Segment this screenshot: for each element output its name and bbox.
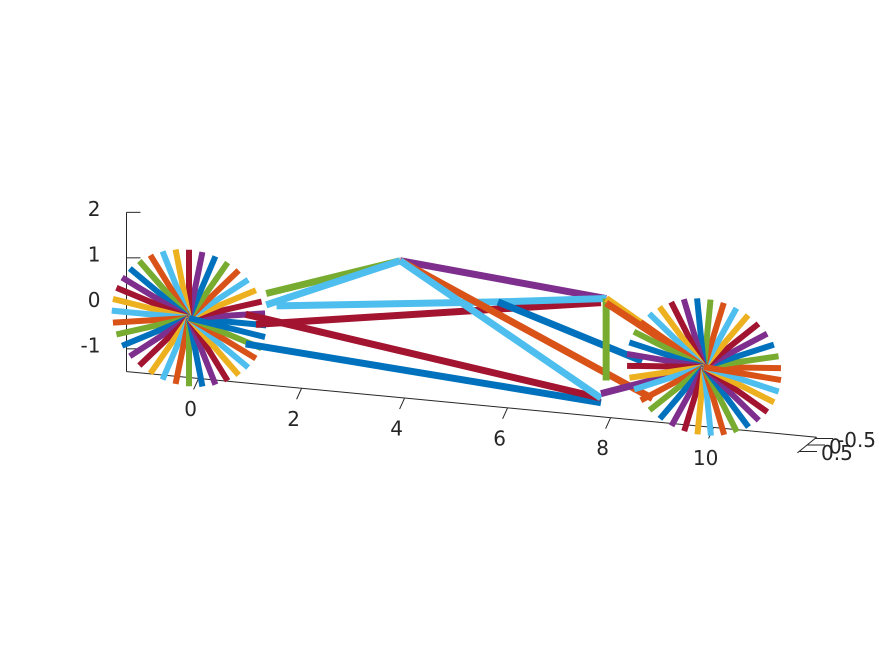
x-tick-label: 6 [493,426,506,450]
x-tick-label: 2 [287,407,300,431]
frame-bar [399,257,607,302]
x-tick-label: 0 [184,397,197,421]
frame-bar [398,257,603,402]
x-tick-mark [296,388,303,400]
frame-bar [244,310,602,402]
frame-bar [496,298,644,365]
z-tick-label: 2 [88,197,101,221]
front-wheel [111,248,267,388]
x-axis-line [126,371,817,438]
x-tick-label: 8 [596,436,609,460]
y-tick-label: 0.5 [821,441,853,465]
rear-wheel [626,298,782,436]
frame-bar [398,257,655,402]
z-tick-label: 1 [88,242,101,266]
z-tick-label: -1 [81,333,101,357]
x-tick-mark [193,378,200,390]
y-tick-label: -0.5 [837,428,875,452]
frame-bar [497,295,607,306]
x-tick-mark [399,397,406,410]
frame-bar [245,340,602,407]
y-tick-label: 0 [829,435,842,459]
wheel-spoke [188,315,266,340]
x-tick-label: 4 [390,417,403,441]
x-tick-mark [502,407,509,420]
x-tick-label: 10 [693,446,718,470]
frame-bar [255,299,602,328]
z-tick-label: 0 [88,288,101,312]
frame-bar [265,257,402,309]
bike-frame [244,257,707,407]
wheel-spoke [703,364,782,384]
x-tick-mark [605,417,612,429]
